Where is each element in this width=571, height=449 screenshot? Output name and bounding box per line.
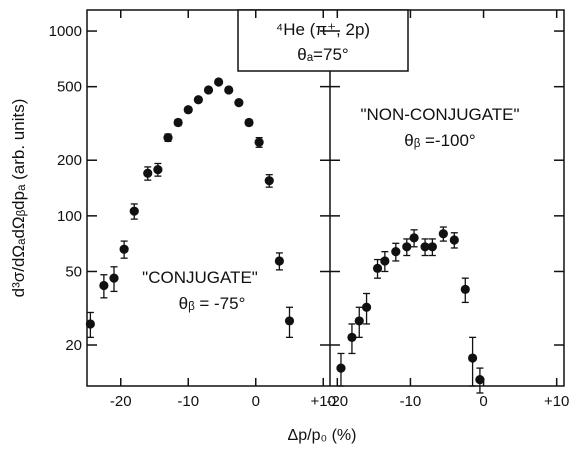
data-marker (460, 284, 470, 294)
data-point (153, 162, 163, 177)
data-marker (420, 242, 430, 252)
data-point (467, 336, 478, 387)
data-point (438, 226, 448, 242)
data-marker (475, 374, 485, 385)
data-marker (467, 353, 478, 363)
data-marker (391, 247, 401, 257)
x-tick-label: 0 (479, 393, 487, 410)
data-point (129, 203, 139, 220)
data-point (347, 323, 357, 355)
data-marker (203, 85, 214, 95)
data-marker (214, 77, 224, 87)
title-box (237, 9, 409, 72)
title-line2: θₐ=75° (297, 45, 348, 64)
data-point (284, 306, 295, 339)
x-tick-label: +10 (311, 393, 336, 410)
data-marker (372, 263, 383, 273)
data-marker (129, 206, 139, 216)
x-tick-label: -10 (400, 393, 422, 410)
data-point (409, 229, 419, 248)
data-marker (244, 117, 254, 128)
y-tick-label: 20 (65, 337, 82, 354)
data-point (420, 238, 430, 257)
data-marker (234, 98, 244, 108)
data-point (193, 95, 203, 105)
data-marks (85, 77, 485, 394)
x-tick-label: -10 (177, 393, 199, 410)
data-point (119, 240, 129, 259)
data-marker (361, 302, 372, 312)
data-point (163, 133, 173, 143)
non-conjugate-angle: θᵦ =-100° (404, 131, 475, 150)
data-marker (336, 363, 346, 373)
y-tick-label: 200 (57, 152, 82, 169)
non-conjugate-label: "NON-CONJUGATE" (360, 105, 519, 124)
data-point (99, 274, 109, 299)
title-line1: ⁴He (π⁺, 2p) (276, 20, 370, 39)
data-point (183, 105, 193, 115)
data-marker (143, 168, 153, 178)
x-tick-label: -20 (326, 393, 348, 410)
data-marker (153, 164, 163, 175)
data-point (460, 277, 470, 304)
data-point (109, 266, 119, 293)
data-marker (224, 85, 234, 95)
data-point (224, 85, 234, 95)
data-marker (380, 256, 390, 266)
x-tick-label: 0 (252, 393, 260, 410)
data-marker (274, 256, 284, 266)
data-marker (254, 137, 264, 147)
data-point (274, 252, 284, 271)
x-axis-title: Δp/p₀ (%) (288, 427, 357, 444)
data-point (173, 117, 183, 128)
y-tick-label: 50 (65, 263, 82, 280)
data-marker (264, 176, 274, 186)
data-marker (183, 105, 193, 115)
data-point (254, 136, 264, 148)
data-marker (449, 235, 459, 245)
data-point (264, 174, 274, 188)
data-marker (119, 244, 129, 254)
data-point (402, 238, 412, 257)
data-marker (173, 117, 183, 128)
x-tick-label: +10 (544, 393, 569, 410)
data-marker (109, 273, 119, 283)
data-marker (354, 316, 364, 326)
conjugate-label: "CONJUGATE" (142, 268, 258, 287)
data-point (354, 306, 364, 339)
data-marker (284, 316, 295, 326)
data-marker (85, 319, 95, 329)
data-marker (427, 242, 437, 252)
data-point (234, 98, 244, 108)
conjugate-angle: θᵦ = -75° (179, 294, 246, 313)
y-tick-label: 100 (57, 208, 82, 225)
data-point (391, 242, 401, 262)
x-tick-label: -20 (110, 393, 132, 410)
data-marker (163, 133, 173, 143)
data-point (372, 258, 383, 279)
data-point (475, 367, 485, 394)
data-point (203, 85, 214, 95)
y-tick-label: 500 (57, 79, 82, 96)
y-axis-title: d³σ/dΩₐdΩᵦdpₐ (arb. units) (9, 99, 28, 298)
data-marker (438, 229, 448, 239)
data-marker (347, 332, 357, 342)
data-point (143, 166, 153, 181)
y-tick-label: 1000 (49, 23, 82, 40)
data-point (85, 311, 95, 339)
data-point (449, 232, 459, 249)
data-point (380, 251, 390, 273)
data-point (244, 117, 254, 128)
data-marker (193, 95, 203, 105)
data-marker (99, 280, 109, 291)
data-marker (402, 242, 412, 252)
data-point (361, 292, 372, 325)
data-point (214, 77, 224, 87)
data-point (427, 238, 437, 257)
data-point (336, 352, 346, 387)
data-marker (409, 233, 419, 243)
